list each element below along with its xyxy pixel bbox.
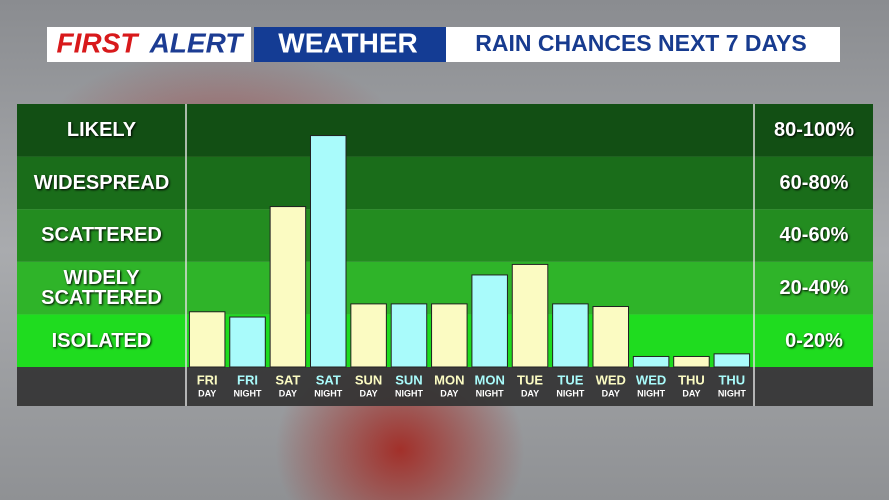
x-tick-period: NIGHT <box>395 388 424 398</box>
band-range: 40-60% <box>779 224 849 247</box>
band-label: LIKELY <box>66 119 137 142</box>
x-tick-period: DAY <box>279 388 297 398</box>
x-tick-period: NIGHT <box>718 388 747 398</box>
x-tick-label: SAT <box>275 372 300 387</box>
x-tick-period: NIGHT <box>556 388 585 398</box>
x-tick-period: NIGHT <box>637 388 666 398</box>
band <box>17 104 873 157</box>
x-tick-label: WED <box>636 372 666 387</box>
banner-box <box>254 27 446 62</box>
brand-alert: ALERT <box>149 27 246 58</box>
band-range: 0-20% <box>785 329 843 352</box>
bar <box>390 303 428 368</box>
bar <box>350 303 387 368</box>
x-tick-label: TUE <box>517 372 543 387</box>
x-tick-period: DAY <box>198 388 216 398</box>
x-tick-period: DAY <box>521 388 539 398</box>
x-tick-label: THU <box>718 372 745 387</box>
bar <box>511 263 549 368</box>
bar <box>309 135 347 368</box>
band-label: WIDESPREAD <box>33 171 170 194</box>
banner: WEATHER <box>278 27 417 58</box>
x-tick-label: TUE <box>557 372 583 387</box>
x-tick-period: DAY <box>440 388 458 398</box>
x-tick-label: MON <box>434 372 464 387</box>
bar <box>713 353 751 368</box>
band-label: ISOLATED <box>51 329 152 352</box>
band-range: 20-40% <box>779 277 849 300</box>
x-tick-period: DAY <box>602 388 620 398</box>
bar <box>471 274 508 368</box>
title-box <box>446 27 840 62</box>
bar <box>229 316 266 368</box>
band-range: 60-80% <box>779 171 849 194</box>
bar <box>673 355 710 368</box>
x-tick-label: FRI <box>237 372 258 387</box>
x-tick-label: FRI <box>197 372 218 387</box>
brand-box <box>47 27 251 62</box>
chart-title: RAIN CHANCES NEXT 7 DAYS <box>475 30 806 56</box>
band-label: WIDELY SCATTERED <box>41 267 162 310</box>
bar <box>431 303 468 368</box>
x-tick-label: MON <box>475 372 505 387</box>
x-tick-label: THU <box>678 372 705 387</box>
x-tick-period: DAY <box>360 388 378 398</box>
band <box>17 156 873 210</box>
x-tick-label: WED <box>596 372 626 387</box>
x-tick-label: SUN <box>395 372 422 387</box>
x-tick-period: DAY <box>682 388 700 398</box>
x-tick-label: SAT <box>316 372 341 387</box>
bar <box>269 206 307 368</box>
x-tick-period: NIGHT <box>476 388 505 398</box>
band <box>17 209 873 262</box>
band-label: SCATTERED <box>41 224 162 247</box>
band-range: 80-100% <box>773 119 855 142</box>
x-tick-period: NIGHT <box>234 388 263 398</box>
x-tick-period: NIGHT <box>314 388 343 398</box>
x-tick-label: SUN <box>355 372 382 387</box>
bar <box>632 355 670 368</box>
footer-row <box>17 367 873 406</box>
bar <box>592 306 630 368</box>
brand-first: FIRST <box>57 27 141 58</box>
bar <box>188 311 226 368</box>
bar <box>552 303 589 368</box>
